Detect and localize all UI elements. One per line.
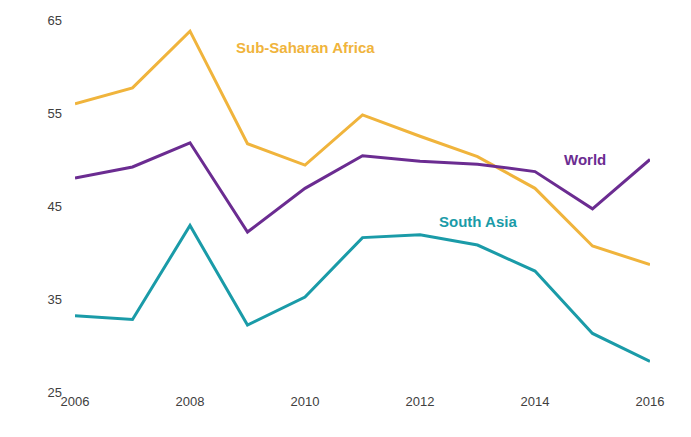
svg-text:World: World [564,151,606,168]
svg-text:Sub-Saharan Africa: Sub-Saharan Africa [236,39,375,56]
svg-text:2014: 2014 [521,394,550,409]
svg-text:2006: 2006 [61,394,90,409]
svg-text:2012: 2012 [406,394,435,409]
svg-text:South Asia: South Asia [439,213,517,230]
svg-text:35: 35 [48,292,62,307]
svg-text:65: 65 [48,13,62,28]
svg-text:2008: 2008 [176,394,205,409]
svg-text:25: 25 [48,385,62,400]
svg-text:45: 45 [48,199,62,214]
svg-text:55: 55 [48,106,62,121]
svg-text:2010: 2010 [291,394,320,409]
svg-text:2016: 2016 [636,394,665,409]
